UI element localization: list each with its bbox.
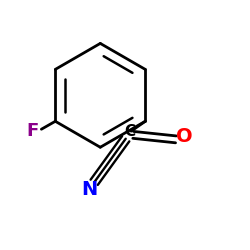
Text: N: N	[81, 180, 97, 199]
Text: O: O	[176, 126, 193, 146]
Text: C: C	[124, 124, 136, 139]
Text: F: F	[26, 122, 38, 140]
